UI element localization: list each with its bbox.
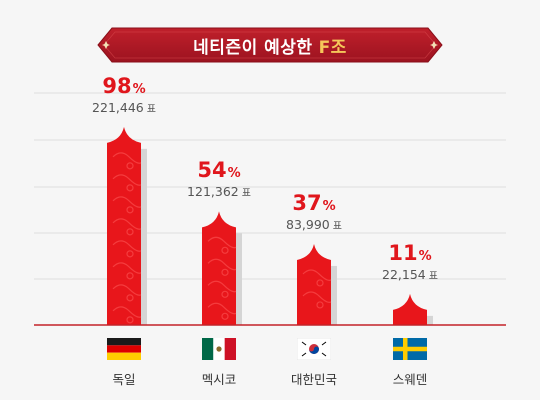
votes-label: 221,446 표 <box>64 100 184 115</box>
title-banner <box>97 27 443 63</box>
percent-sign: % <box>322 198 336 214</box>
title-main: 네티즌이 예상한 <box>193 38 313 58</box>
votes-label: 121,362 표 <box>159 184 279 199</box>
votes-value: 83,990 <box>286 216 330 232</box>
votes-label: 22,154 표 <box>350 267 470 282</box>
bars <box>107 126 433 325</box>
country-label: 멕시코 <box>201 372 237 387</box>
germany-flag-icon <box>107 338 141 360</box>
chart-title: 네티즌이 예상한 F조 <box>0 33 540 58</box>
votes-unit: 표 <box>146 103 156 115</box>
percent-label: 37% <box>254 191 374 215</box>
votes-value: 22,154 <box>382 266 426 282</box>
votes-unit: 표 <box>241 188 251 200</box>
percent-value: 54 <box>197 158 227 183</box>
bar-1 <box>202 211 242 325</box>
percent-value: 11 <box>388 240 418 265</box>
sweden-flag-icon <box>393 338 427 360</box>
country-label: 독일 <box>112 372 136 387</box>
mexico-flag-icon <box>202 338 236 360</box>
country-label: 스웨덴 <box>392 372 428 387</box>
votes-unit: 표 <box>428 270 438 282</box>
bar-3 <box>393 293 433 325</box>
votes-label: 83,990 표 <box>254 217 374 232</box>
percent-sign: % <box>418 248 432 264</box>
votes-value: 121,362 <box>187 184 239 200</box>
bar-0 <box>107 126 147 325</box>
percent-value: 37 <box>292 190 322 215</box>
percent-sign: % <box>227 166 241 182</box>
percent-sign: % <box>132 81 146 97</box>
title-group: F조 <box>318 38 347 58</box>
votes-value: 221,446 <box>92 99 144 115</box>
percent-label: 11% <box>350 241 470 265</box>
country-label: 대한민국 <box>290 372 337 387</box>
percent-label: 54% <box>159 158 279 182</box>
votes-unit: 표 <box>332 220 342 232</box>
bar-2 <box>297 243 337 325</box>
sparkle-left-icon <box>102 41 110 49</box>
sparkle-right-icon <box>430 41 438 49</box>
percent-label: 98% <box>64 74 184 98</box>
percent-value: 98 <box>102 73 132 98</box>
korea-flag-icon <box>297 338 331 360</box>
